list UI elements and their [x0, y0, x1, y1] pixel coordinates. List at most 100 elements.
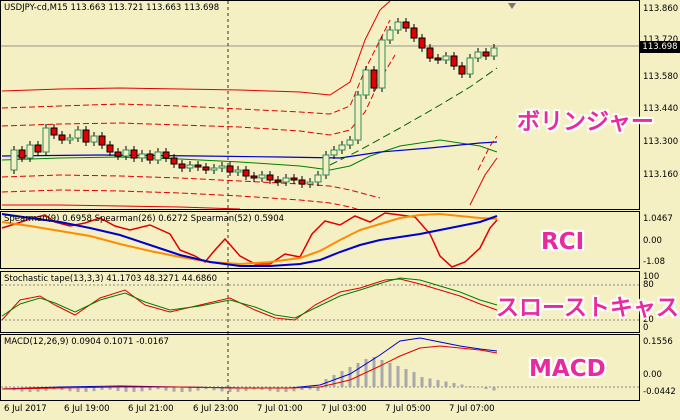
time-axis-label: 6 Jul 21:00	[128, 404, 174, 414]
bear-candle[interactable]	[194, 164, 202, 168]
macd-histogram-bar	[36, 387, 40, 392]
bull-candle[interactable]	[322, 154, 330, 176]
bull-candle[interactable]	[210, 167, 218, 171]
bull-candle[interactable]	[346, 139, 354, 146]
macd-histogram-bar	[340, 371, 344, 387]
macd-histogram-bar	[396, 366, 400, 387]
bollinger-upper-3sd	[1, 1, 391, 96]
bear-candle[interactable]	[106, 144, 114, 153]
bull-candle[interactable]	[394, 21, 402, 31]
bull-candle[interactable]	[10, 149, 18, 171]
bear-candle[interactable]	[82, 129, 90, 143]
bear-candle[interactable]	[242, 169, 250, 177]
macd-histogram-bar	[156, 387, 160, 390]
macd-axis-label: -0.0442	[643, 387, 676, 397]
bear-candle[interactable]	[98, 135, 106, 146]
macd-histogram-bar	[236, 387, 240, 392]
macd-histogram-bar	[108, 387, 112, 390]
bear-candle[interactable]	[18, 149, 26, 159]
macd-histogram-bar	[140, 387, 144, 392]
bear-candle[interactable]	[370, 69, 378, 89]
stochastic-annotation: スローストキャス	[496, 295, 679, 321]
bear-candle[interactable]	[58, 134, 66, 141]
rci-medium-line	[1, 212, 498, 266]
bull-candle[interactable]	[354, 94, 362, 141]
bear-candle[interactable]	[426, 47, 434, 59]
bear-candle[interactable]	[50, 127, 58, 136]
macd-histogram-bar	[348, 367, 352, 387]
bull-candle[interactable]	[466, 57, 474, 75]
bear-candle[interactable]	[178, 163, 186, 169]
macd-annotation: MACD	[529, 356, 606, 382]
bear-candle[interactable]	[226, 165, 234, 173]
bull-candle[interactable]	[362, 69, 370, 96]
bull-candle[interactable]	[122, 149, 130, 157]
macd-histogram-bar	[436, 380, 440, 387]
bull-candle[interactable]	[378, 39, 386, 89]
bear-candle[interactable]	[250, 175, 258, 179]
bear-candle[interactable]	[450, 55, 458, 67]
macd-histogram-bar	[444, 381, 448, 387]
macd-axis-label: 0.1556	[643, 337, 673, 347]
bear-candle[interactable]	[170, 157, 178, 165]
macd-histogram-bar	[124, 387, 128, 392]
bear-candle[interactable]	[482, 51, 490, 57]
bull-candle[interactable]	[490, 47, 498, 57]
macd-histogram-bar	[428, 378, 432, 387]
bear-candle[interactable]	[298, 179, 306, 185]
bull-candle[interactable]	[234, 169, 242, 173]
bear-candle[interactable]	[402, 21, 410, 29]
stochastic-signal-line	[1, 277, 498, 319]
macd-histogram-bar	[220, 387, 224, 392]
bull-candle[interactable]	[90, 135, 98, 143]
bull-candle[interactable]	[330, 149, 338, 156]
bear-candle[interactable]	[266, 174, 274, 181]
macd-histogram-bar	[100, 387, 104, 390]
macd-histogram-bar	[92, 387, 96, 392]
bull-candle[interactable]	[138, 153, 146, 159]
bear-candle[interactable]	[290, 177, 298, 181]
bear-candle[interactable]	[434, 57, 442, 61]
time-axis-label: 7 Jul 05:00	[385, 404, 431, 414]
bull-candle[interactable]	[282, 177, 290, 183]
bear-candle[interactable]	[202, 166, 210, 171]
rci-axis-label: 1.0467	[643, 214, 673, 224]
macd-histogram-bar	[164, 387, 168, 391]
bull-candle[interactable]	[338, 144, 346, 151]
bull-candle[interactable]	[154, 151, 162, 161]
bear-candle[interactable]	[130, 149, 138, 159]
bull-candle[interactable]	[442, 55, 450, 61]
macd-header-text: MACD(12,26,9) 0.0904 0.1071 -0.0167	[4, 337, 169, 347]
chart-shift-marker-icon[interactable]	[508, 3, 516, 9]
bull-candle[interactable]	[258, 174, 266, 179]
bull-candle[interactable]	[314, 174, 322, 183]
bull-candle[interactable]	[474, 51, 482, 59]
macd-histogram-bar	[356, 363, 360, 387]
bollinger-lower-1sd	[1, 174, 381, 199]
bear-candle[interactable]	[418, 37, 426, 49]
bear-candle[interactable]	[162, 151, 170, 159]
candlestick-series[interactable]	[10, 18, 498, 188]
stochastic-lines	[1, 277, 498, 321]
bull-candle[interactable]	[386, 29, 394, 41]
bull-candle[interactable]	[66, 137, 74, 141]
macd-histogram-bar	[316, 387, 320, 391]
bollinger-lower-3sd	[2, 204, 241, 209]
bear-candle[interactable]	[34, 144, 42, 153]
macd-panel[interactable]	[0, 334, 640, 401]
bull-candle[interactable]	[186, 164, 194, 169]
bear-candle[interactable]	[114, 151, 122, 157]
bull-candle[interactable]	[306, 181, 314, 185]
bull-candle[interactable]	[26, 144, 34, 159]
stochastic-axis-label: 0	[643, 323, 649, 333]
bear-candle[interactable]	[146, 153, 154, 161]
bull-candle[interactable]	[74, 129, 82, 139]
bull-candle[interactable]	[42, 127, 50, 153]
bull-candle[interactable]	[218, 165, 226, 169]
bear-candle[interactable]	[410, 27, 418, 39]
bear-candle[interactable]	[458, 65, 466, 75]
bear-candle[interactable]	[274, 179, 282, 183]
macd-histogram-bar	[148, 387, 152, 391]
